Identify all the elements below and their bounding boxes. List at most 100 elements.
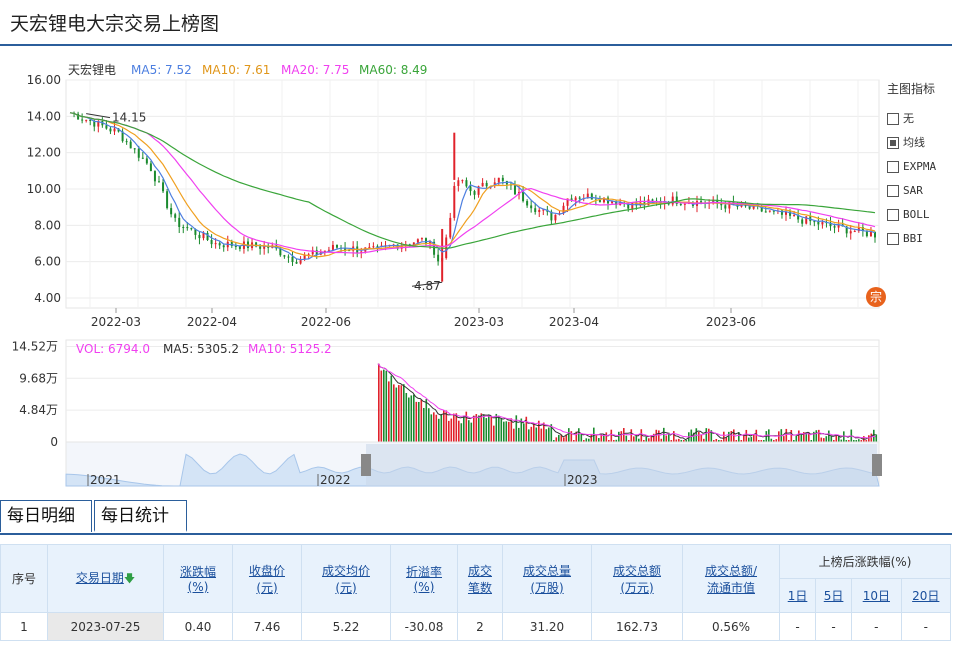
- volume-bar: [538, 420, 540, 442]
- volume-bar: [810, 440, 813, 442]
- volume-bar: [788, 440, 790, 442]
- volume-bar: [705, 428, 708, 442]
- checkbox-checked-icon[interactable]: [887, 137, 899, 149]
- volume-bar: [598, 438, 600, 442]
- volume-bar: [815, 430, 818, 442]
- volume-bar: [455, 413, 458, 442]
- volume-bar: [555, 437, 558, 442]
- volume-bar: [513, 428, 515, 442]
- volume-bar: [438, 418, 440, 442]
- candle-body: [315, 250, 318, 255]
- volume-bar: [545, 429, 548, 442]
- checkbox-icon[interactable]: [887, 233, 899, 245]
- col-volume[interactable]: 成交总量 (万股): [502, 544, 592, 613]
- candle-body: [283, 255, 286, 257]
- volume-bar: [865, 440, 868, 442]
- volume-bar: [500, 418, 503, 442]
- volume-bar: [430, 414, 433, 442]
- candle-body: [530, 205, 533, 209]
- navigator-selection[interactable]: [366, 444, 877, 486]
- sort-down-icon[interactable]: 🡇: [123, 571, 136, 585]
- volume-bar: [735, 440, 738, 442]
- col-change[interactable]: 涨跌幅 (%): [163, 544, 233, 613]
- volume-bar: [395, 387, 398, 442]
- volume-bar: [653, 433, 655, 442]
- candle-body: [869, 232, 872, 237]
- volume-bar: [703, 438, 705, 442]
- cell-after-20d: -: [900, 612, 952, 641]
- volume-bar: [740, 440, 743, 442]
- col-close[interactable]: 收盘价 (元): [232, 544, 302, 613]
- col-ratio[interactable]: 成交总额/流通市值: [682, 544, 780, 613]
- tab-daily-stats[interactable]: 每日统计: [94, 500, 187, 532]
- volume-bar: [540, 428, 543, 442]
- col-date[interactable]: 交易日期🡇: [47, 544, 164, 613]
- navigator-left-handle[interactable]: [361, 454, 371, 476]
- candle-body: [566, 198, 569, 206]
- indicator-option-sar[interactable]: SAR: [887, 179, 952, 203]
- cell-seq: 1: [0, 612, 48, 641]
- cell-premium: -30.08: [390, 612, 458, 641]
- col-avg-price[interactable]: 成交均价 (元): [301, 544, 391, 613]
- checkbox-icon[interactable]: [887, 113, 899, 125]
- volume-bar: [568, 428, 570, 442]
- volume-bar: [700, 434, 703, 442]
- candle-body: [360, 251, 363, 253]
- cell-after-1d: -: [778, 612, 817, 641]
- indicator-option-ma[interactable]: 均线: [887, 131, 952, 155]
- candle-body: [469, 186, 472, 192]
- volume-bar: [490, 416, 493, 442]
- indicator-option-none[interactable]: 无: [887, 107, 952, 131]
- candle-body: [861, 227, 864, 231]
- price-x-tick: 2022-04: [187, 315, 237, 329]
- col-after-10d[interactable]: 10日: [851, 578, 902, 613]
- indicator-option-expma[interactable]: EXPMA: [887, 155, 952, 179]
- ma20-legend: MA20: 7.75: [281, 63, 349, 77]
- candle-body: [647, 199, 650, 206]
- candle-body: [137, 148, 140, 158]
- volume-bar: [378, 363, 380, 442]
- col-after-5d[interactable]: 5日: [815, 578, 853, 613]
- candle-body: [182, 226, 185, 228]
- volume-bar: [520, 418, 523, 442]
- checkbox-icon[interactable]: [887, 185, 899, 197]
- cell-close: 7.46: [232, 612, 302, 641]
- high-pointer-line: [86, 113, 111, 119]
- volume-bar: [773, 440, 775, 442]
- volume-bar: [498, 415, 500, 442]
- ma5-line: [69, 112, 876, 261]
- col-amount[interactable]: 成交总额 (万元): [591, 544, 683, 613]
- candle-body: [615, 201, 618, 205]
- candle-body: [485, 182, 488, 187]
- kline-chart[interactable]: 16.00 14.00 12.00 10.00 8.00 6.00 4.00 2022-03…: [0, 50, 952, 490]
- volume-bar: [725, 437, 728, 442]
- volume-bar: [580, 433, 583, 442]
- volume-bar: [813, 431, 815, 442]
- volume-bar: [848, 440, 850, 442]
- col-after-1d[interactable]: 1日: [778, 578, 817, 613]
- navigator-right-handle[interactable]: [872, 454, 882, 476]
- volume-bar: [408, 397, 410, 442]
- title-divider: [0, 44, 952, 46]
- candle-body: [772, 210, 775, 212]
- col-count[interactable]: 成交 笔数: [457, 544, 503, 613]
- indicator-option-boll[interactable]: BOLL: [887, 203, 952, 227]
- tab-daily-detail[interactable]: 每日明细: [0, 500, 92, 532]
- checkbox-icon[interactable]: [887, 161, 899, 173]
- indicator-option-bbi[interactable]: BBI: [887, 227, 952, 251]
- candle-body: [178, 217, 181, 227]
- price-x-tick: 2023-04: [549, 315, 599, 329]
- volume-bar: [603, 434, 605, 442]
- checkbox-icon[interactable]: [887, 209, 899, 221]
- volume-bar: [855, 440, 858, 442]
- candle-body: [372, 246, 375, 248]
- col-after-20d[interactable]: 20日: [900, 578, 952, 613]
- volume-y-tick: 0: [50, 435, 58, 449]
- candle-body: [590, 193, 593, 200]
- volume-y-tick: 9.68万: [19, 371, 58, 385]
- candle-body: [263, 245, 266, 249]
- col-premium[interactable]: 折溢率 (%): [390, 544, 458, 613]
- block-trade-badge-icon[interactable]: 宗: [866, 287, 886, 307]
- candle-body: [501, 177, 504, 181]
- candle-body: [162, 182, 165, 192]
